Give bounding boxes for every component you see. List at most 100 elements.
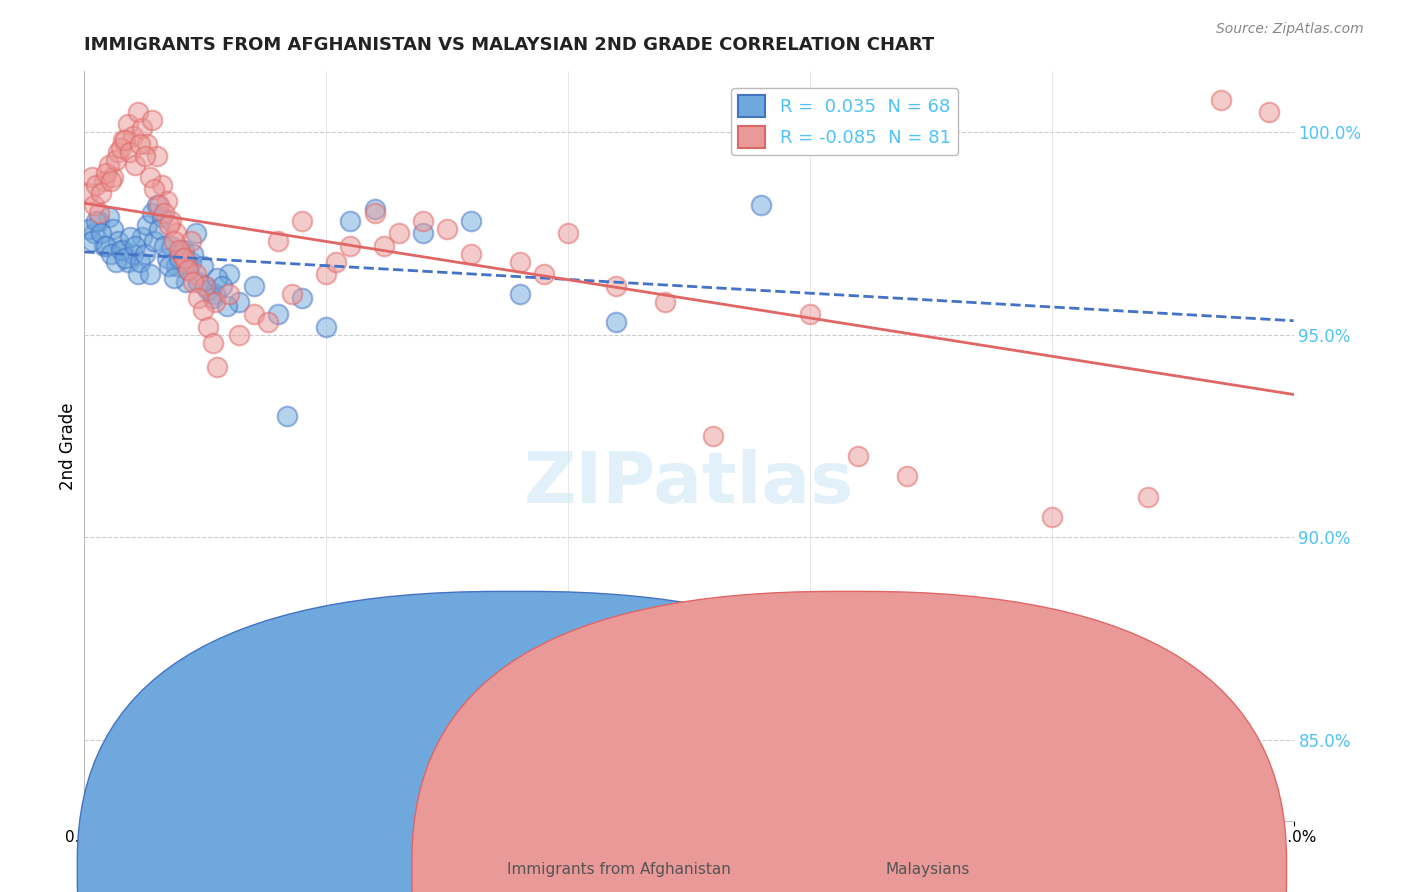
Point (181, 246, 204, 260)
Point (134, 246, 156, 260)
Point (654, 295, 676, 310)
Point (533, 267, 555, 281)
Point (460, 246, 482, 260)
Point (150, 210, 173, 224)
Point (100, 246, 122, 260)
Point (896, 469, 918, 483)
Point (97, 157, 120, 171)
Point (83, 198, 105, 212)
Point (215, 299, 238, 313)
Point (228, 295, 250, 310)
Point (120, 145, 142, 160)
Point (605, 279, 627, 293)
Point (117, 254, 139, 268)
Point (412, 227, 434, 241)
Point (242, 307, 264, 321)
Point (155, 194, 177, 208)
Point (1040, 509, 1063, 524)
Point (112, 133, 135, 147)
Point (197, 319, 219, 334)
Point (605, 316, 627, 330)
Point (129, 137, 152, 152)
Point (110, 141, 132, 155)
Point (207, 271, 229, 285)
Point (100, 174, 122, 188)
Point (163, 235, 186, 249)
Point (557, 227, 579, 241)
Point (181, 275, 204, 289)
Point (94, 238, 117, 252)
Point (187, 275, 209, 289)
Point (315, 319, 337, 334)
Point (412, 214, 434, 228)
Point (218, 267, 240, 281)
Point (363, 206, 385, 220)
Point (509, 287, 531, 301)
Point (77, 186, 100, 200)
Point (281, 287, 304, 301)
Point (207, 359, 229, 374)
Point (170, 246, 193, 260)
Point (138, 169, 160, 184)
Text: ZIPatlas: ZIPatlas (524, 449, 853, 518)
Point (148, 198, 170, 212)
Point (90, 227, 112, 241)
Point (87, 214, 110, 228)
Point (1258, 104, 1281, 119)
Point (204, 287, 226, 301)
Point (1209, 93, 1232, 107)
Point (751, 198, 773, 212)
Point (291, 291, 314, 305)
Point (112, 243, 135, 257)
Point (129, 254, 152, 268)
Legend: R =  0.035  N = 68, R = -0.085  N = 81: R = 0.035 N = 68, R = -0.085 N = 81 (731, 88, 957, 155)
Point (257, 316, 280, 330)
Point (80, 235, 103, 249)
Point (228, 327, 250, 342)
Point (177, 262, 200, 277)
Text: Source: ZipAtlas.com: Source: ZipAtlas.com (1216, 22, 1364, 37)
Point (184, 267, 207, 281)
Point (167, 243, 190, 257)
Point (136, 219, 159, 233)
Point (201, 335, 224, 350)
Point (191, 259, 214, 273)
Point (157, 259, 180, 273)
Point (339, 238, 361, 252)
Point (141, 206, 163, 220)
Point (291, 214, 314, 228)
Point (121, 129, 143, 144)
Point (174, 254, 197, 268)
Point (373, 238, 395, 252)
Point (77, 222, 100, 236)
Point (134, 149, 156, 163)
Point (107, 235, 129, 249)
Point (104, 153, 127, 168)
Point (117, 117, 139, 131)
Point (146, 198, 169, 212)
Point (153, 206, 176, 220)
Point (153, 238, 176, 252)
Point (509, 254, 531, 268)
Point (83, 227, 105, 241)
Point (1137, 490, 1160, 504)
Point (194, 279, 217, 293)
Point (136, 137, 159, 152)
Point (90, 186, 112, 200)
Point (150, 178, 173, 192)
Point (94, 166, 117, 180)
Point (702, 429, 724, 443)
Point (114, 251, 136, 265)
Point (143, 182, 166, 196)
Point (104, 254, 127, 268)
Point (184, 227, 207, 241)
Point (177, 262, 200, 277)
Point (165, 227, 187, 241)
Point (180, 254, 202, 268)
Point (155, 251, 177, 265)
Point (110, 243, 132, 257)
Point (165, 259, 187, 273)
Point (173, 251, 195, 265)
Point (131, 230, 153, 244)
Point (218, 287, 240, 301)
